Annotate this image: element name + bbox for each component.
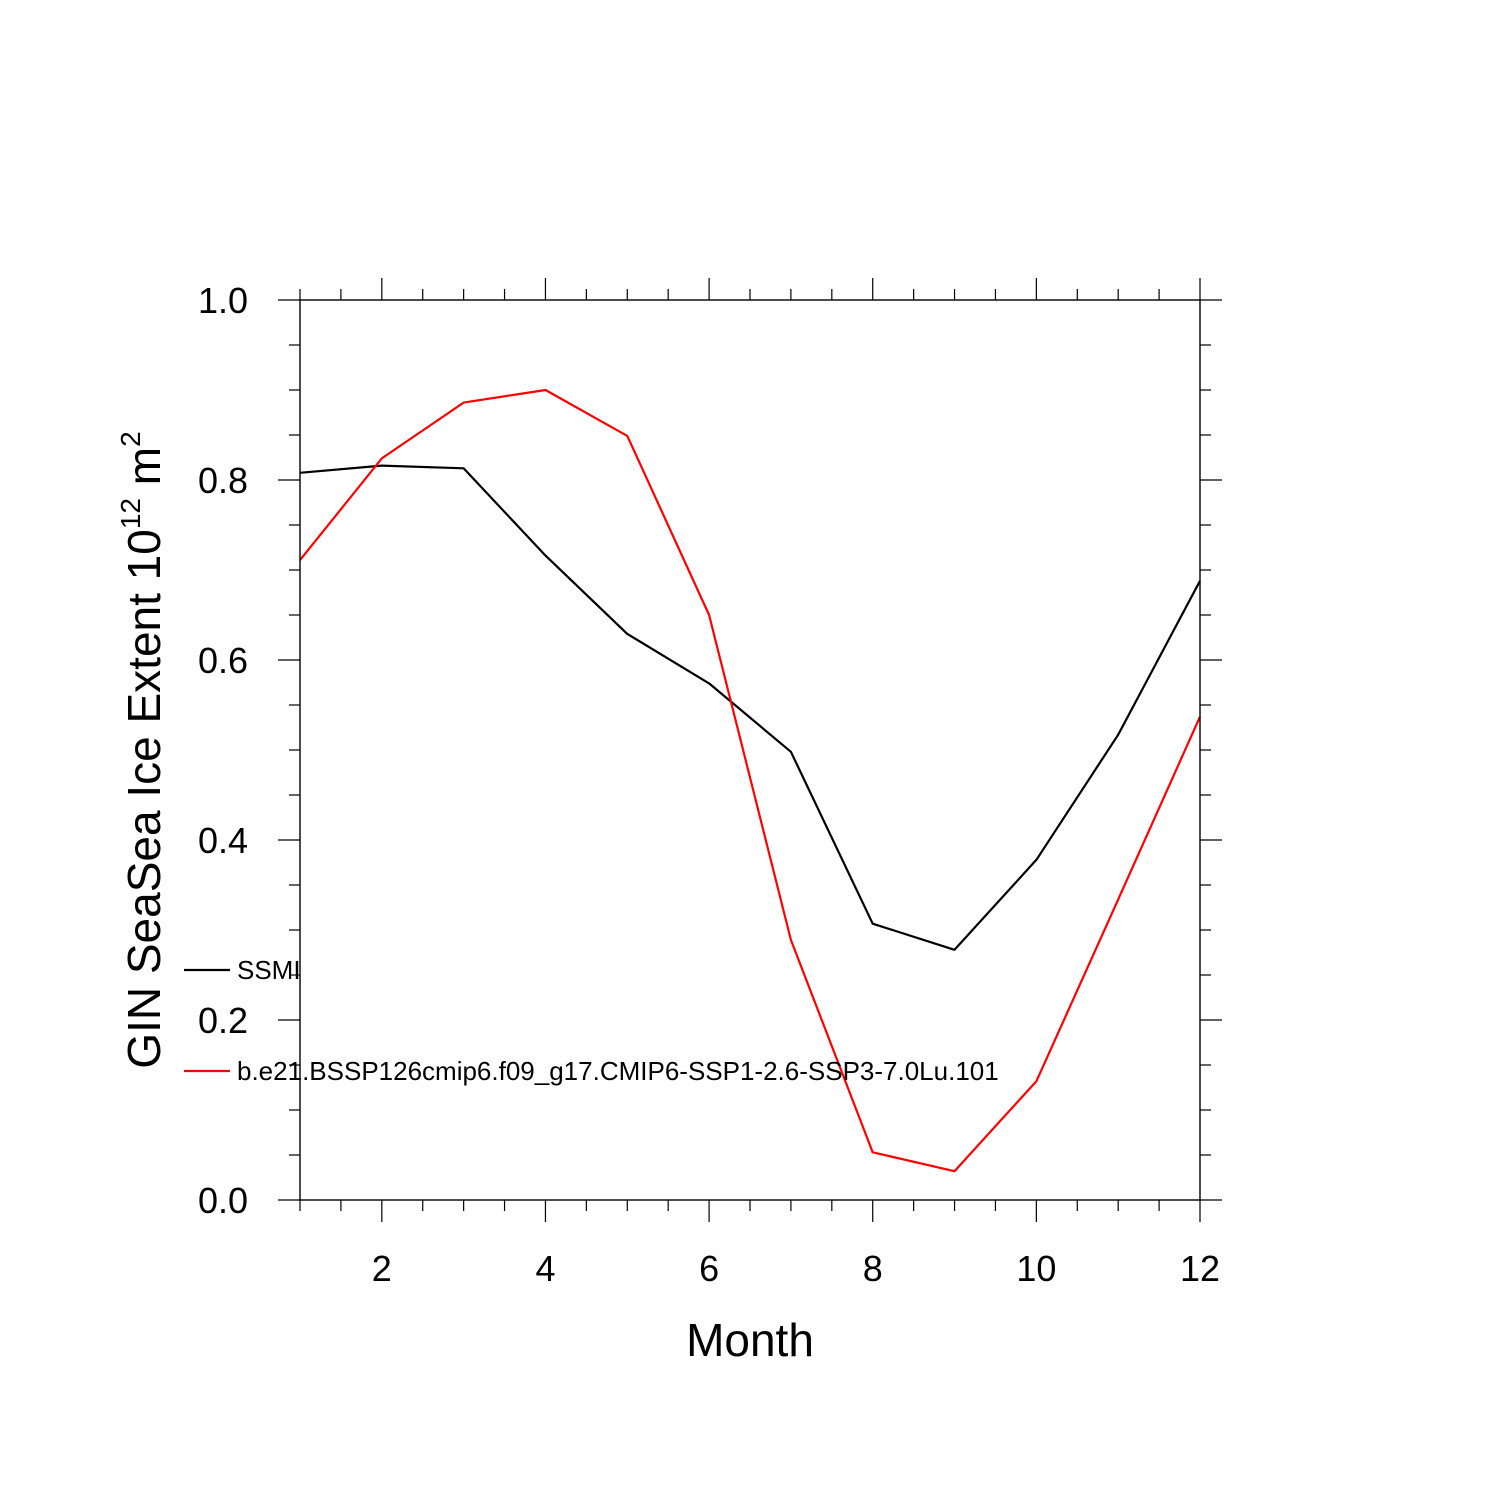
series-line-2 <box>299 388 1202 1173</box>
y-axis-title-unit-exponent: 2 <box>115 431 146 447</box>
axis-ticks <box>278 278 1222 1222</box>
x-tick-labels: 2 4 6 8 10 12 <box>372 1248 1220 1289</box>
y-tick-label: 1.0 <box>198 280 248 321</box>
series-line-1 <box>299 464 1201 951</box>
x-tick-label: 6 <box>699 1248 719 1289</box>
y-tick-label: 0.0 <box>198 1180 248 1221</box>
legend: SSMI b.e21.BSSP126cmip6.f09_g17.CMIP6-SSP… <box>184 955 999 1086</box>
y-tick-label: 0.2 <box>198 1000 248 1041</box>
y-axis-title-main: GIN SeaSea Ice Extent 10 <box>118 529 170 1069</box>
y-axis-title-unit: m <box>118 447 170 498</box>
plot-frame <box>299 299 1201 1201</box>
legend-label-1: SSMI <box>237 955 301 985</box>
x-tick-label: 12 <box>1180 1248 1220 1289</box>
x-axis-title: Month <box>686 1314 814 1366</box>
x-tick-label: 2 <box>372 1248 392 1289</box>
y-axis-title-exponent: 12 <box>115 498 146 529</box>
y-axis-title: GIN SeaSea Ice Extent 1012 m2 <box>115 431 170 1068</box>
x-tick-label: 4 <box>535 1248 555 1289</box>
y-tick-label: 0.4 <box>198 820 248 861</box>
series-layer <box>299 388 1202 1173</box>
x-tick-label: 10 <box>1016 1248 1056 1289</box>
y-tick-label: 0.6 <box>198 640 248 681</box>
x-tick-label: 8 <box>863 1248 883 1289</box>
y-tick-label: 0.8 <box>198 460 248 501</box>
legend-label-2: b.e21.BSSP126cmip6.f09_g17.CMIP6-SSP1-2.… <box>237 1056 999 1086</box>
y-tick-labels: 0.0 0.2 0.4 0.6 0.8 1.0 <box>198 280 248 1221</box>
